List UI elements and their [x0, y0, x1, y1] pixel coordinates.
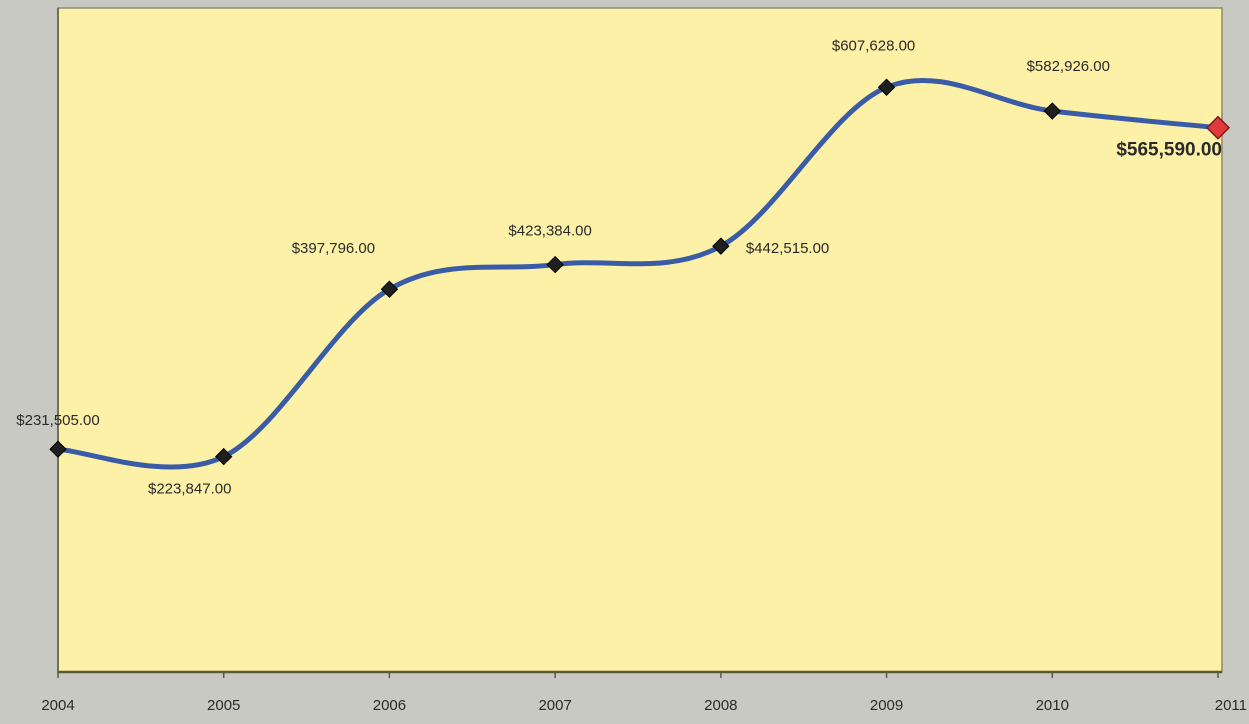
data-point: [877, 78, 896, 96]
x-tick-label: 2004: [41, 697, 74, 714]
x-tick-label: 2011: [1215, 697, 1247, 714]
data-label: $582,926.00: [1027, 58, 1110, 75]
x-tick-label: 2007: [538, 697, 571, 714]
data-label-highlight: $565,590.00: [1116, 140, 1222, 161]
x-axis: [57, 8, 1222, 678]
data-point-highlight: [1205, 115, 1231, 140]
plot-area: [57, 7, 1223, 673]
data-point: [49, 440, 67, 458]
x-tick-labels: 2004 2005 2006 2007 2008 2009 2010 2011: [41, 697, 1247, 714]
x-tick-label: 2009: [870, 697, 903, 714]
data-point: [380, 280, 399, 298]
x-tick-label: 2010: [1036, 697, 1069, 714]
series-line: [55, 77, 1221, 470]
data-markers: [49, 78, 1231, 466]
x-tick-label: 2005: [207, 697, 240, 714]
data-label: $397,796.00: [292, 240, 375, 257]
data-labels: $231,505.00 $223,847.00 $397,796.00 $423,38…: [16, 37, 1222, 497]
data-point: [546, 255, 564, 274]
data-label: $223,847.00: [148, 481, 231, 498]
data-label: $423,384.00: [508, 223, 591, 240]
data-point: [1043, 102, 1061, 120]
data-label: $442,515.00: [746, 240, 829, 257]
x-tick-label: 2006: [373, 697, 406, 714]
data-label: $607,628.00: [832, 37, 915, 54]
x-tick-label: 2008: [704, 697, 737, 714]
data-point: [712, 237, 730, 255]
data-point: [215, 447, 233, 466]
data-label: $231,505.00: [16, 412, 99, 429]
